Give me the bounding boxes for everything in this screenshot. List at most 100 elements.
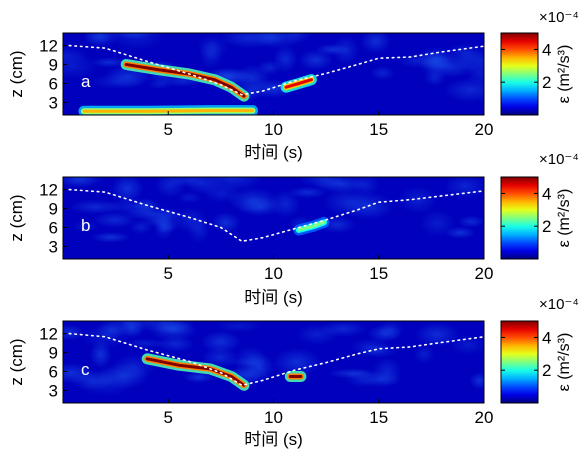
y-tick-label: 3 xyxy=(49,93,58,112)
y-axis-label: z (cm) xyxy=(7,194,26,241)
surface-dotted-line xyxy=(68,44,484,96)
heatmap-patch xyxy=(200,330,241,354)
heatmap-content xyxy=(63,33,484,115)
colorbar: 2 4 ×10⁻⁴ ε (m²/s³) xyxy=(500,151,579,260)
x-tick-label: 20 xyxy=(475,264,494,283)
colorbar-tick-label: 4 xyxy=(542,328,551,347)
colorbar: 2 4 ×10⁻⁴ ε (m²/s³) xyxy=(500,296,579,404)
x-tick-label: 10 xyxy=(264,264,283,283)
colorbar-tick-label: 2 xyxy=(542,217,551,236)
heatmap-patch xyxy=(419,209,456,237)
heatmap-patch xyxy=(155,220,178,234)
heatmap-patch xyxy=(129,219,153,235)
colorbar: 2 4 ×10⁻⁴ ε (m²/s³) xyxy=(500,9,579,116)
heatmap-patch xyxy=(235,345,267,370)
x-tick-label: 10 xyxy=(264,120,283,139)
heatmap-patch xyxy=(287,186,328,199)
heatmap-patch xyxy=(110,177,144,204)
heatmap-patch xyxy=(298,49,334,71)
x-tick-label: 5 xyxy=(164,264,173,283)
heatmap-patch xyxy=(210,211,241,234)
colorbar-label: ε (m²/s³) xyxy=(556,189,573,248)
y-tick-label: 9 xyxy=(49,200,58,219)
heatmap-patch xyxy=(218,33,278,49)
heatmap-patch xyxy=(360,33,392,54)
heatmap-patch xyxy=(90,231,131,243)
colorbar-bar xyxy=(500,32,539,116)
heatmap-patch xyxy=(148,321,199,341)
colorbar-bar xyxy=(500,176,539,260)
y-tick-label: 12 xyxy=(39,181,58,200)
colorbar-exponent: ×10⁻⁴ xyxy=(539,296,579,313)
heatmap-patch xyxy=(367,324,402,343)
y-tick-label: 12 xyxy=(39,37,58,56)
heatmap-patch xyxy=(97,363,150,389)
heatmap-patch xyxy=(327,368,379,379)
heatmap-content xyxy=(63,321,484,398)
x-tick-label: 15 xyxy=(369,408,388,427)
heatmap-patch xyxy=(109,33,155,39)
x-tick-label: 10 xyxy=(264,408,283,427)
heatmap-patch xyxy=(203,177,263,192)
colorbar-exponent: ×10⁻⁴ xyxy=(539,9,579,26)
heatmap-patch xyxy=(168,177,208,188)
y-tick-label: 12 xyxy=(39,325,58,344)
heatmap-patch xyxy=(90,57,128,68)
heatmap-patch xyxy=(457,215,484,228)
heatmap-patch xyxy=(423,68,446,87)
y-tick-label: 9 xyxy=(49,344,58,363)
x-tick-label: 5 xyxy=(164,408,173,427)
heatmap-patch xyxy=(357,344,398,358)
dissipation-band-core xyxy=(82,109,254,113)
panel-label: a xyxy=(81,72,91,91)
heatmap-patch xyxy=(89,340,112,369)
heatmap-patch xyxy=(97,321,158,336)
heatmap-patch xyxy=(124,338,166,349)
heatmap-patch xyxy=(468,372,484,390)
heatmap-patch xyxy=(413,344,435,364)
dissipation-band-core xyxy=(124,63,246,98)
heatmap-patch xyxy=(350,177,380,197)
heatmap-patch xyxy=(201,347,239,368)
heatmap-patch xyxy=(63,52,99,80)
heatmap-patch xyxy=(176,191,203,204)
heatmap-content xyxy=(63,177,484,244)
y-axis-label: z (cm) xyxy=(7,50,26,97)
y-tick-label: 3 xyxy=(49,237,58,256)
colorbar-tick-label: 2 xyxy=(542,73,551,92)
heatmap-patch xyxy=(84,33,112,46)
heatmap-patch xyxy=(172,206,208,234)
heatmap-patch xyxy=(279,33,313,44)
x-axis-label: 时间 (s) xyxy=(244,430,303,449)
surface-dotted-line xyxy=(68,332,484,387)
colorbar-tick-label: 4 xyxy=(542,184,551,203)
heatmap-patch xyxy=(319,321,368,338)
x-tick-label: 5 xyxy=(164,120,173,139)
heatmap-patch xyxy=(272,347,322,378)
x-tick-label: 15 xyxy=(369,264,388,283)
x-tick-label: 15 xyxy=(369,120,388,139)
heatmap-patch xyxy=(369,65,396,81)
heatmap-patch xyxy=(63,177,106,187)
heatmap-patch xyxy=(397,185,438,215)
heatmap-patch xyxy=(449,334,484,356)
y-tick-label: 6 xyxy=(49,218,58,237)
colorbar-tick-label: 2 xyxy=(542,361,551,380)
heatmap-patch xyxy=(270,189,301,219)
colorbar-label: ε (m²/s³) xyxy=(556,45,573,104)
surface-dotted-line xyxy=(68,188,484,243)
heatmap-patch xyxy=(272,44,298,73)
heatmap-patch xyxy=(72,220,99,233)
colorbar-tick-label: 4 xyxy=(542,40,551,59)
dissipation-band-core xyxy=(297,220,326,232)
x-tick-label: 20 xyxy=(475,120,494,139)
heatmap-patch xyxy=(443,177,484,199)
y-tick-label: 9 xyxy=(49,56,58,75)
colorbar-exponent: ×10⁻⁴ xyxy=(539,151,579,168)
y-axis-label: z (cm) xyxy=(7,338,26,385)
dissipation-band-core xyxy=(284,78,313,89)
